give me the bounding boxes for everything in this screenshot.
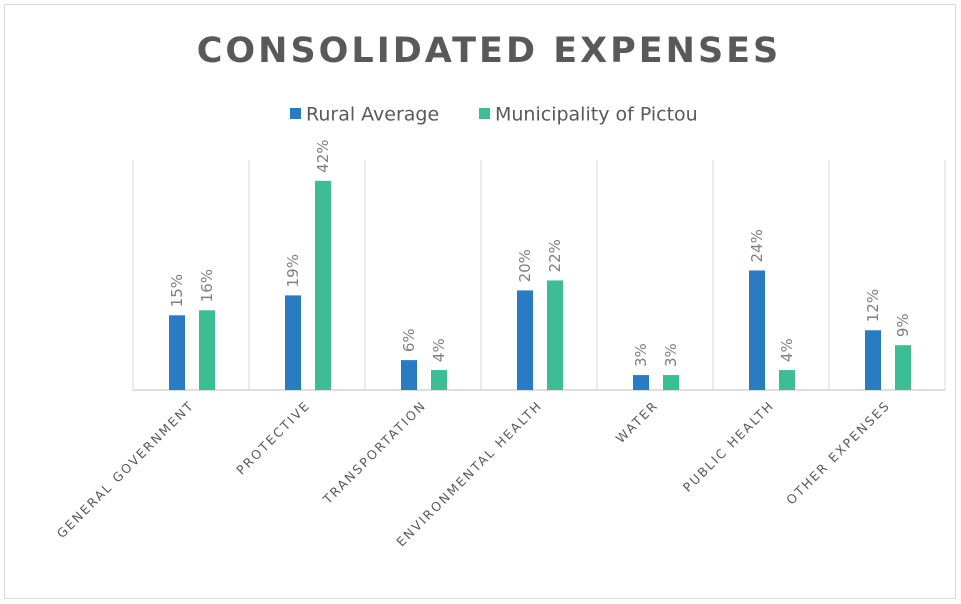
bar (517, 290, 533, 390)
data-label: 9% (894, 313, 912, 337)
data-label: 4% (778, 338, 796, 362)
data-label: 42% (314, 139, 332, 172)
bar (199, 310, 215, 390)
data-label: 3% (632, 343, 650, 367)
legend-swatch (479, 108, 490, 119)
data-label: 19% (284, 254, 302, 287)
chart-title: CONSOLIDATED EXPENSES (197, 31, 782, 71)
bar (865, 330, 881, 390)
data-label: 24% (748, 229, 766, 262)
data-label: 15% (168, 274, 186, 307)
legend-label: Rural Average (306, 104, 439, 126)
legend-swatch (290, 108, 301, 119)
bar (663, 375, 679, 390)
bar (285, 295, 301, 390)
bar (779, 370, 795, 390)
data-label: 20% (516, 249, 534, 282)
bar (633, 375, 649, 390)
data-label: 4% (430, 338, 448, 362)
data-label: 22% (546, 239, 564, 272)
bar (547, 280, 563, 390)
legend-label: Municipality of Pictou (495, 104, 698, 126)
bar (749, 270, 765, 390)
bar (431, 370, 447, 390)
bar (401, 360, 417, 390)
data-label: 6% (400, 328, 418, 352)
bar (169, 315, 185, 390)
chart-border (4, 4, 956, 599)
bar (895, 345, 911, 390)
data-label: 12% (864, 289, 882, 322)
data-label: 16% (198, 269, 216, 302)
data-label: 3% (662, 343, 680, 367)
bar (315, 180, 331, 390)
